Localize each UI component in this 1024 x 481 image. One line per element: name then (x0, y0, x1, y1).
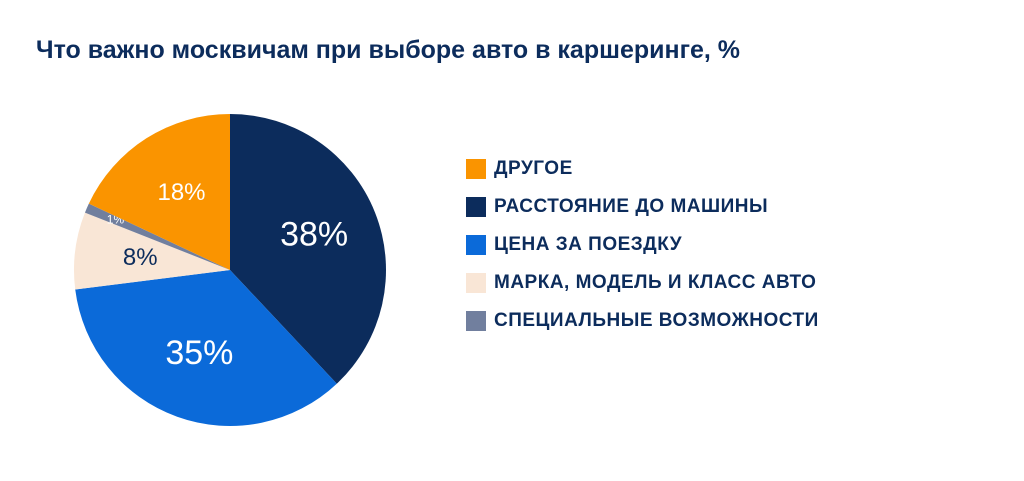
legend-swatch (466, 311, 486, 331)
legend-label: ДРУГОЕ (494, 158, 573, 179)
legend-swatch (466, 159, 486, 179)
slice-value-label: 8% (123, 244, 158, 271)
legend-label: СПЕЦИАЛЬНЫЕ ВОЗМОЖНОСТИ (494, 310, 819, 331)
pie-slice (74, 212, 230, 290)
legend-swatch (466, 273, 486, 293)
legend-label: МАРКА, МОДЕЛЬ И КЛАСС АВТО (494, 272, 817, 293)
legend-swatch (466, 235, 486, 255)
pie-slice (230, 114, 387, 384)
slice-value-label: 35% (165, 334, 233, 372)
legend-label: РАССТОЯНИЕ ДО МАШИНЫ (494, 196, 769, 217)
legend-item-distance: РАССТОЯНИЕ ДО МАШИНЫ (466, 188, 819, 226)
legend-label: ЦЕНА ЗА ПОЕЗДКУ (494, 234, 683, 255)
legend-item-price: ЦЕНА ЗА ПОЕЗДКУ (466, 226, 819, 264)
pie-slice (84, 203, 230, 270)
slice-value-label: 18% (157, 179, 205, 206)
pie-slice (88, 114, 230, 270)
legend-item-other: ДРУГОЕ (466, 150, 819, 188)
pie-slice (75, 270, 337, 426)
legend-swatch (466, 197, 486, 217)
slice-value-label: 38% (280, 216, 348, 254)
chart-title: Что важно москвичам при выборе авто в ка… (36, 36, 741, 64)
pie-chart: 38%35%8%1%18% (74, 114, 387, 426)
legend: ДРУГОЕ РАССТОЯНИЕ ДО МАШИНЫ ЦЕНА ЗА ПОЕЗ… (466, 150, 819, 340)
legend-item-brand-model: МАРКА, МОДЕЛЬ И КЛАСС АВТО (466, 264, 819, 302)
legend-item-special: СПЕЦИАЛЬНЫЕ ВОЗМОЖНОСТИ (466, 302, 819, 340)
